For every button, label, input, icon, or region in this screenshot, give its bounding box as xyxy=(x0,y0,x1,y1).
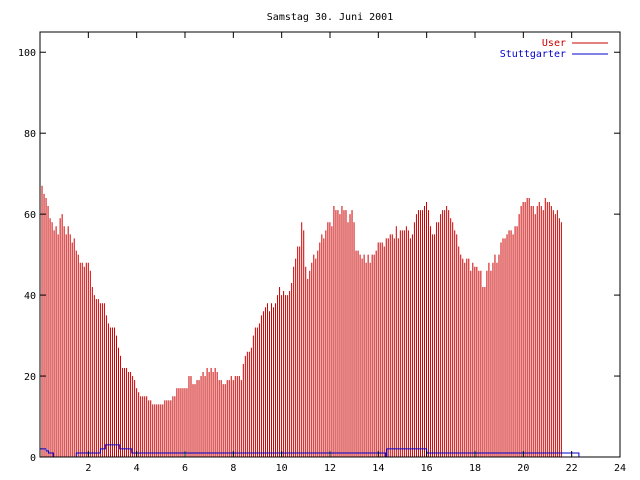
y-tick-label: 80 xyxy=(24,129,36,140)
x-tick-label: 12 xyxy=(324,463,336,474)
x-tick-label: 18 xyxy=(469,463,481,474)
x-tick-label: 16 xyxy=(421,463,433,474)
y-tick-label: 40 xyxy=(24,291,36,302)
legend: User Stuttgarter xyxy=(500,38,608,60)
y-tick-label: 100 xyxy=(18,48,36,59)
legend-stuttgarter-label: Stuttgarter xyxy=(500,49,566,60)
y-tick-label: 20 xyxy=(24,372,36,383)
x-tick-label: 4 xyxy=(134,463,140,474)
x-tick-label: 2 xyxy=(85,463,91,474)
chart-title: Samstag 30. Juni 2001 xyxy=(267,12,393,23)
x-tick-label: 24 xyxy=(614,463,626,474)
y-axis: 0 20 40 60 80 100 xyxy=(18,48,620,464)
x-axis: 2 4 6 8 10 12 14 16 18 20 22 24 xyxy=(85,32,626,474)
x-tick-label: 8 xyxy=(230,463,236,474)
y-tick-label: 0 xyxy=(30,453,36,464)
x-tick-label: 20 xyxy=(517,463,529,474)
x-tick-label: 10 xyxy=(276,463,288,474)
x-tick-label: 22 xyxy=(566,463,578,474)
y-tick-label: 60 xyxy=(24,210,36,221)
x-tick-label: 14 xyxy=(372,463,384,474)
x-tick-label: 6 xyxy=(182,463,188,474)
legend-user-label: User xyxy=(542,38,566,49)
stuttgarter-line xyxy=(40,444,620,458)
user-bars xyxy=(39,161,562,457)
